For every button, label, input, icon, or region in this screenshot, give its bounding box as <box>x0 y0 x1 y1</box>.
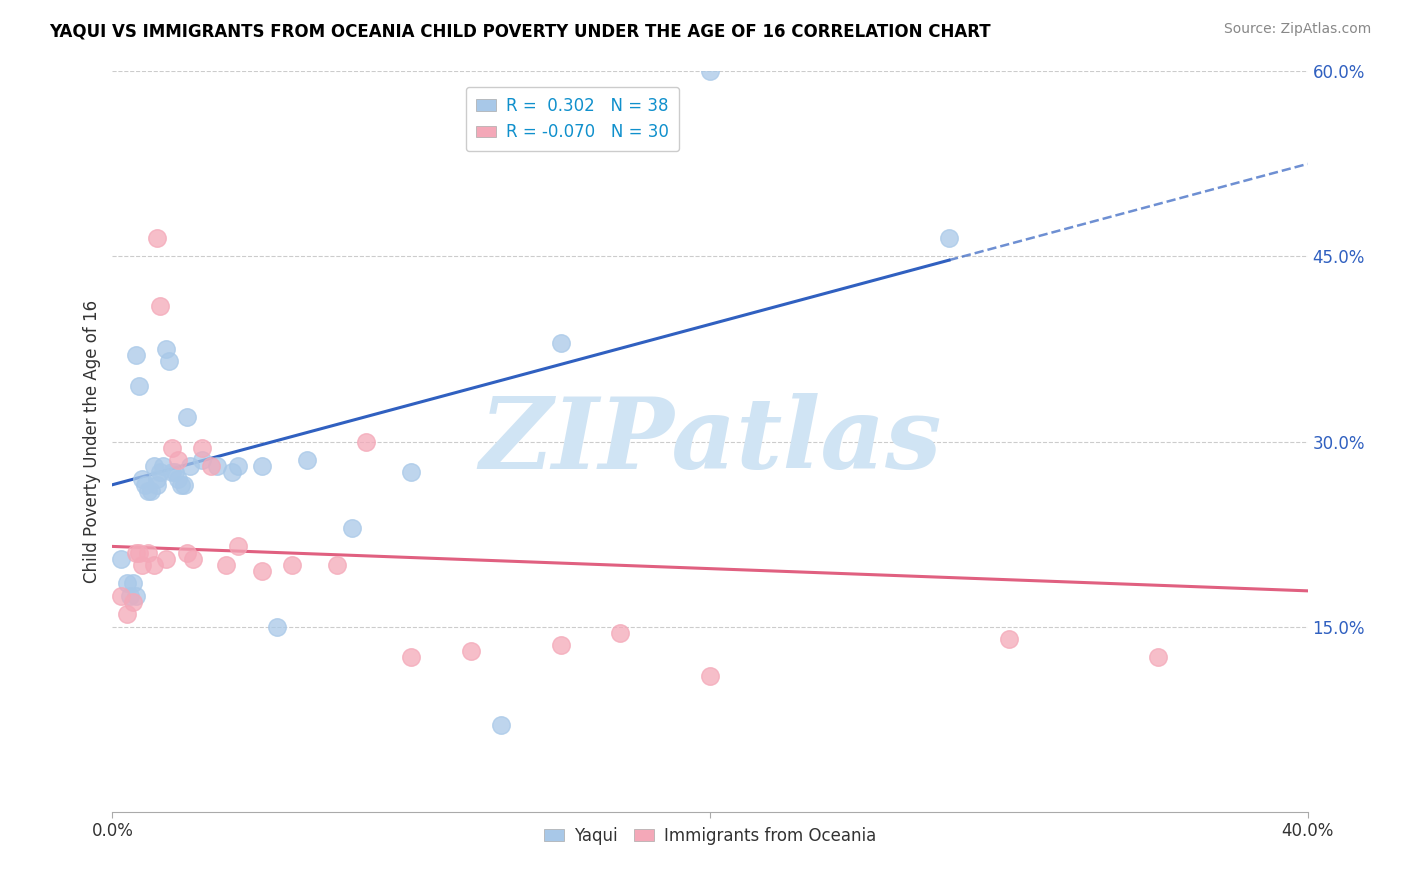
Point <box>221 466 243 480</box>
Point <box>122 595 145 609</box>
Point <box>117 576 139 591</box>
Point <box>250 459 273 474</box>
Point <box>162 466 183 480</box>
Point <box>295 453 318 467</box>
Point <box>181 551 204 566</box>
Point <box>998 632 1021 646</box>
Point <box>162 441 183 455</box>
Point <box>149 466 172 480</box>
Point <box>149 299 172 313</box>
Point <box>460 644 482 658</box>
Point <box>134 477 156 491</box>
Y-axis label: Child Poverty Under the Age of 16: Child Poverty Under the Age of 16 <box>83 300 101 583</box>
Point <box>167 471 190 485</box>
Point <box>143 459 166 474</box>
Point <box>401 466 423 480</box>
Point <box>170 477 193 491</box>
Point <box>266 619 288 633</box>
Point <box>117 607 139 622</box>
Point <box>226 459 249 474</box>
Point <box>250 564 273 578</box>
Point <box>110 589 132 603</box>
Point <box>200 459 222 474</box>
Point <box>191 441 214 455</box>
Point <box>131 471 153 485</box>
Point <box>401 650 423 665</box>
Point <box>146 471 169 485</box>
Point <box>325 558 347 572</box>
Point <box>215 558 238 572</box>
Point <box>155 342 177 356</box>
Point <box>176 409 198 424</box>
Point <box>179 459 201 474</box>
Point <box>138 483 160 498</box>
Point <box>141 483 163 498</box>
Point <box>122 576 145 591</box>
Point <box>128 546 150 560</box>
Point <box>205 459 228 474</box>
Point <box>157 354 180 368</box>
Legend: Yaqui, Immigrants from Oceania: Yaqui, Immigrants from Oceania <box>537 820 883 852</box>
Point <box>340 521 363 535</box>
Point <box>155 551 177 566</box>
Point <box>152 459 174 474</box>
Point <box>281 558 304 572</box>
Point <box>125 348 148 362</box>
Point <box>143 558 166 572</box>
Point <box>167 453 190 467</box>
Point <box>165 466 187 480</box>
Point <box>226 540 249 554</box>
Point <box>146 231 169 245</box>
Text: YAQUI VS IMMIGRANTS FROM OCEANIA CHILD POVERTY UNDER THE AGE OF 16 CORRELATION C: YAQUI VS IMMIGRANTS FROM OCEANIA CHILD P… <box>49 22 991 40</box>
Point <box>938 231 960 245</box>
Point <box>1147 650 1170 665</box>
Point <box>356 434 378 449</box>
Point <box>699 669 721 683</box>
Text: ZIPatlas: ZIPatlas <box>479 393 941 490</box>
Point <box>609 625 631 640</box>
Point <box>699 64 721 78</box>
Point <box>110 551 132 566</box>
Point <box>131 558 153 572</box>
Point <box>489 718 512 732</box>
Point <box>176 546 198 560</box>
Point <box>191 453 214 467</box>
Point <box>173 477 195 491</box>
Point <box>138 546 160 560</box>
Point <box>125 589 148 603</box>
Point <box>128 379 150 393</box>
Point <box>125 546 148 560</box>
Point <box>550 638 572 652</box>
Point <box>550 335 572 350</box>
Point <box>146 477 169 491</box>
Point <box>120 589 142 603</box>
Text: Source: ZipAtlas.com: Source: ZipAtlas.com <box>1223 22 1371 37</box>
